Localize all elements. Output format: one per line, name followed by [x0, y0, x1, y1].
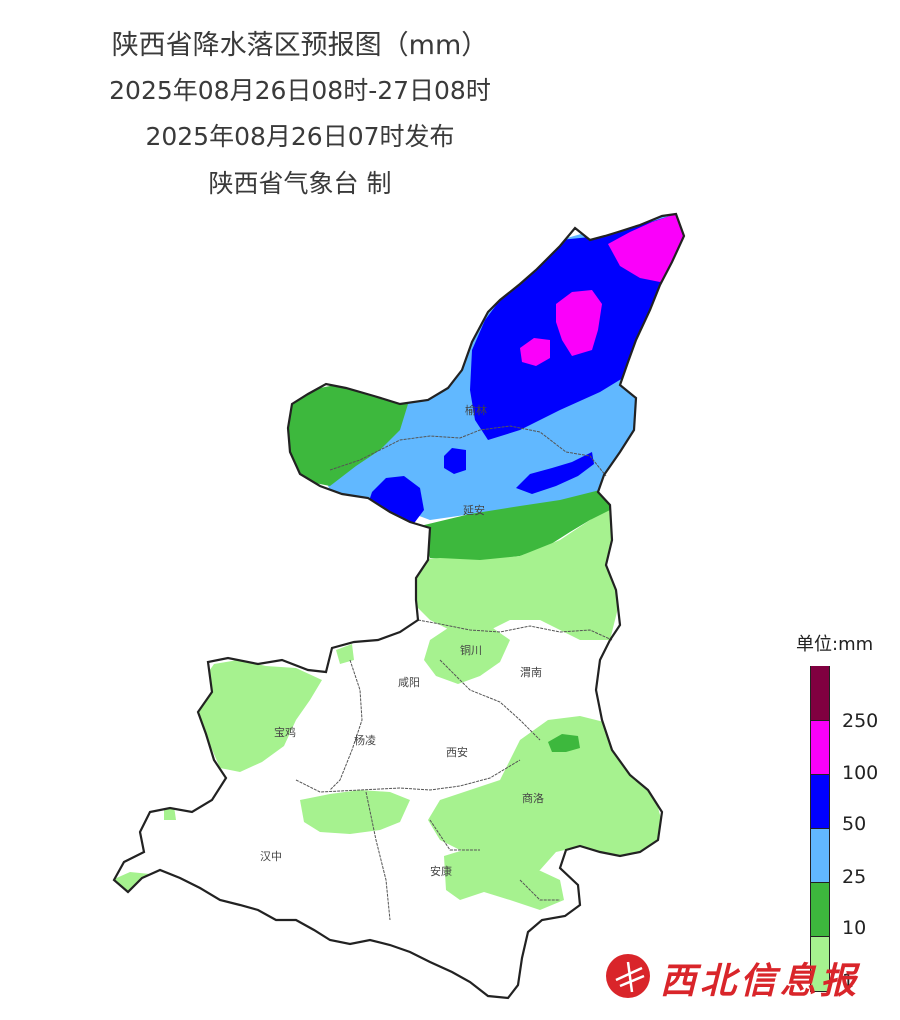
city-label-yulin: 榆林 [465, 403, 487, 417]
legend-swatch [811, 666, 829, 721]
legend-swatch [811, 882, 829, 937]
legend-label-100: 100 [842, 762, 879, 784]
legend-swatch [811, 720, 829, 775]
watermark: 西北信息报 [600, 950, 870, 1002]
legend-label-250: 250 [842, 710, 879, 732]
legend-swatch [811, 774, 829, 829]
city-label-weinan: 渭南 [520, 666, 542, 679]
legend-swatch [811, 937, 829, 991]
city-boundaries [295, 425, 613, 921]
legend-title: 单位:mm [796, 634, 874, 655]
legend-swatch [811, 828, 829, 883]
forecast-period: 2025年08月26日08时-27日08时 [109, 76, 491, 105]
city-label-ankang: 安康 [430, 864, 452, 878]
city-label-xian: 西安 [446, 745, 468, 759]
legend-label-10: 10 [842, 917, 867, 939]
title-block: 陕西省降水落区预报图（mm） 2025年08月26日08时-27日08时 202… [0, 24, 600, 208]
legend-colorbar [810, 666, 830, 992]
legend-label-25: 25 [842, 866, 867, 888]
city-label-xianyang: 咸阳 [398, 676, 420, 689]
city-label-yanan: 延安 [463, 503, 485, 517]
map-title: 陕西省降水落区预报图（mm） [111, 30, 489, 61]
issue-time: 2025年08月26日07时发布 [145, 122, 455, 151]
city-labels: 榆林 延安 铜川 咸阳 渭南 宝鸡 杨凌 西安 商洛 汉中 安康 [260, 403, 544, 878]
city-label-tongchuan: 铜川 [460, 643, 482, 657]
watermark-logo-icon [606, 954, 650, 998]
city-label-hanzhong: 汉中 [260, 850, 282, 863]
city-label-yangling: 杨凌 [354, 733, 376, 747]
city-label-shangluo: 商洛 [522, 791, 544, 805]
watermark-text: 西北信息报 [660, 960, 861, 1002]
legend-label-1: 1 [842, 970, 855, 992]
issuer: 陕西省气象台 制 [208, 169, 392, 198]
city-label-baoji: 宝鸡 [274, 725, 296, 739]
legend-label-50: 50 [842, 813, 867, 835]
legend: 单位:mm 1 10 25 50 100 250 [796, 630, 900, 1000]
